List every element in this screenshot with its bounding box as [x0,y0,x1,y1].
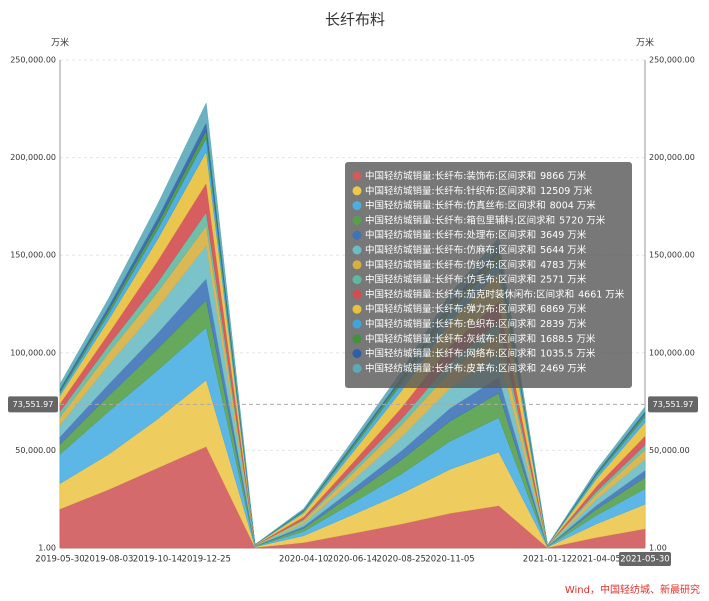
axis-pointer-label: 73,551.97 [13,400,54,409]
tooltip-marker [352,260,362,270]
axis-pointer-label: 73,551.97 [653,400,694,409]
tooltip-value: 5644 万米 [540,244,587,256]
tooltip-marker [352,349,362,359]
source-note: Wind，中国轻纺城、新晨研究 [565,583,700,596]
tooltip-value: 4661 万米 [578,288,625,300]
y-tick-label: 250,000.00 [10,56,56,65]
x-tick-label: 2019-05-30 [35,555,84,565]
tooltip-name: 中国轻纺城销量:长纤布:仿麻布:区间求和 [365,244,536,256]
x-tick-label: 2019-10-14 [133,555,182,565]
tooltip-marker [352,245,362,255]
area [59,102,646,546]
x-tick-label: 2020-06-14 [328,555,377,565]
tooltip-row: 中国轻纺城销量:长纤布:仿麻布:区间求和 5644 万米 [365,244,587,256]
y2-tick-label: 50,000.00 [649,446,690,455]
tooltip-row: 中国轻纺城销量:长纤布:仿真丝布:区间求和 8004 万米 [365,199,596,211]
tooltip-row: 中国轻纺城销量:长纤布:网络布:区间求和 1035.5 万米 [365,347,596,359]
tooltip-row: 中国轻纺城销量:长纤布:皮革布:区间求和 2469 万米 [365,362,587,374]
y2-tick-label: 1.00 [649,544,667,553]
tooltip-value: 9866 万米 [540,170,587,182]
y2-unit: 万米 [636,37,654,49]
tooltip-row: 中国轻纺城销量:长纤布:茄克时装休闲布:区间求和 4661 万米 [365,288,625,300]
tooltip-marker [352,230,362,240]
x-tick-label: 2021-04-05 [572,555,621,565]
tooltip-marker [352,171,362,181]
tooltip-marker [352,215,362,225]
tooltip-row: 中国轻纺城销量:长纤布:灰绒布:区间求和 1688.5 万米 [365,332,596,344]
tooltip-row: 中国轻纺城销量:长纤布:处理布:区间求和 3649 万米 [365,229,587,241]
tooltip-value: 5720 万米 [559,214,606,226]
tooltip-name: 中国轻纺城销量:长纤布:仿毛布:区间求和 [365,273,536,285]
tooltip-box [345,162,632,388]
tooltip-row: 中国轻纺城销量:长纤布:色织布:区间求和 2839 万米 [365,318,587,330]
x-tick-label: 2021-01-12 [523,555,572,565]
tooltip-value: 3649 万米 [540,229,587,241]
tooltip-name: 中国轻纺城销量:长纤布:茄克时装休闲布:区间求和 [365,288,574,300]
y2-tick-label: 200,000.00 [649,153,695,162]
y2-tick-label: 100,000.00 [649,348,695,357]
x-tick-label: 2021-05-30 [620,555,669,565]
tooltip-marker [352,275,362,285]
tooltip-row: 中国轻纺城销量:长纤布:仿纱布:区间求和 4783 万米 [365,258,587,270]
y-tick-label: 150,000.00 [10,251,56,260]
tooltip-marker [352,334,362,344]
tooltip-name: 中国轻纺城销量:长纤布:装饰布:区间求和 [365,170,536,182]
tooltip-marker [352,201,362,211]
tooltip-name: 中国轻纺城销量:长纤布:处理布:区间求和 [365,229,536,241]
tooltip-name: 中国轻纺城销量:长纤布:仿纱布:区间求和 [365,258,536,270]
tooltip: 中国轻纺城销量:长纤布:装饰布:区间求和 9866 万米中国轻纺城销量:长纤布:针… [345,162,632,388]
tooltip-marker [352,186,362,196]
chart-subtitle: 长纤布料 [325,11,385,29]
x-pointer-tag [619,552,671,566]
tooltip-marker [352,289,362,299]
axis-pointer-tag [8,396,58,413]
tooltip-value: 4783 万米 [540,258,587,270]
x-tick-label: 2020-04-10 [279,555,328,565]
x-tick-label: 2020-11-05 [425,555,474,565]
tooltip-name: 中国轻纺城销量:长纤布:皮革布:区间求和 [365,362,536,374]
tooltip-value: 2469 万米 [540,362,587,374]
tooltip-value: 12509 万米 [540,184,593,196]
y-tick-label: 100,000.00 [10,348,56,357]
y-tick-label: 200,000.00 [10,153,56,162]
tooltip-value: 1035.5 万米 [540,347,596,359]
tooltip-value: 2571 万米 [540,273,587,285]
tooltip-name: 中国轻纺城销量:长纤布:灰绒布:区间求和 [365,332,536,344]
x-tick-label: 2020-08-25 [377,555,426,565]
tooltip-row: 中国轻纺城销量:长纤布:弹力布:区间求和 6869 万米 [365,303,587,315]
tooltip-name: 中国轻纺城销量:长纤布:箱包里辅料:区间求和 [365,214,555,226]
y-tick-label: 1.00 [38,544,56,553]
tooltip-value: 6869 万米 [540,303,587,315]
y2-tick-label: 250,000.00 [649,56,695,65]
x-tick-label: 2019-12-25 [182,555,231,565]
tooltip-value: 2839 万米 [540,318,587,330]
tooltip-row: 中国轻纺城销量:长纤布:箱包里辅料:区间求和 5720 万米 [365,214,606,226]
tooltip-value: 8004 万米 [550,199,597,211]
tooltip-value: 1688.5 万米 [540,332,596,344]
plot-area: 1.00 1.00 50,000.00 50,000.00 100,000.00 100,… [10,56,695,553]
tooltip-marker [352,304,362,314]
axis-pointer-tag [648,396,698,413]
overlay: 2019-05-30 2019-08-03 2019-10-14 2019-12-25… [8,162,698,566]
tooltip-name: 中国轻纺城销量:长纤布:仿真丝布:区间求和 [365,199,546,211]
tooltip-marker [352,363,362,373]
tooltip-name: 中国轻纺城销量:长纤布:色织布:区间求和 [365,318,536,330]
tooltip-row: 中国轻纺城销量:长纤布:针织布:区间求和 12509 万米 [365,184,593,196]
tooltip-name: 中国轻纺城销量:长纤布:针织布:区间求和 [365,184,536,196]
y-tick-label: 50,000.00 [15,446,56,455]
y-unit: 万米 [51,37,69,49]
tooltip-name: 中国轻纺城销量:长纤布:网络布:区间求和 [365,347,536,359]
tooltip-row: 中国轻纺城销量:长纤布:装饰布:区间求和 9866 万米 [365,170,587,182]
tooltip-row: 中国轻纺城销量:长纤布:仿毛布:区间求和 2571 万米 [365,273,587,285]
tooltip-marker [352,319,362,329]
tooltip-name: 中国轻纺城销量:长纤布:弹力布:区间求和 [365,303,536,315]
y2-tick-label: 150,000.00 [649,251,695,260]
x-tick-label: 2019-08-03 [84,555,133,565]
